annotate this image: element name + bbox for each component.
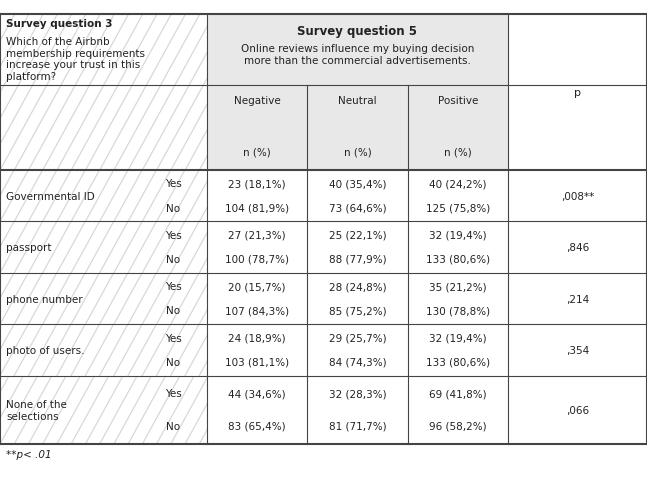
Text: n (%): n (%) (444, 147, 472, 157)
Text: 104 (81,9%): 104 (81,9%) (225, 203, 289, 213)
Text: Online reviews influence my buying decision
more than the commercial advertiseme: Online reviews influence my buying decis… (241, 44, 474, 66)
Text: 107 (84,3%): 107 (84,3%) (225, 305, 289, 316)
Text: 25 (22,1%): 25 (22,1%) (329, 230, 386, 241)
Text: Survey question 3: Survey question 3 (6, 19, 113, 28)
Text: phone number: phone number (6, 294, 83, 304)
Text: Which of the Airbnb
membership requirements
increase your trust in this
platform: Which of the Airbnb membership requireme… (6, 37, 146, 82)
Text: 133 (80,6%): 133 (80,6%) (426, 357, 490, 367)
Text: No: No (166, 421, 180, 430)
Text: 85 (75,2%): 85 (75,2%) (329, 305, 386, 316)
Text: n (%): n (%) (344, 147, 371, 157)
Bar (207, 15, 508, 85)
Bar (0, 325, 647, 376)
Text: Positive: Positive (437, 96, 478, 106)
Text: 100 (78,7%): 100 (78,7%) (225, 254, 289, 264)
Text: 44 (34,6%): 44 (34,6%) (228, 388, 286, 399)
Text: 28 (24,8%): 28 (24,8%) (329, 282, 386, 292)
Bar (0, 222, 647, 273)
Text: **p< .01: **p< .01 (6, 449, 52, 459)
Text: 32 (28,3%): 32 (28,3%) (329, 388, 386, 399)
Text: n (%): n (%) (243, 147, 271, 157)
Text: No: No (166, 254, 180, 264)
Text: p: p (574, 88, 581, 98)
Bar (0, 15, 207, 85)
Text: passport: passport (6, 243, 52, 253)
Text: Yes: Yes (165, 179, 181, 189)
Text: photo of users.: photo of users. (6, 345, 85, 355)
Text: Yes: Yes (165, 230, 181, 241)
Text: 32 (19,4%): 32 (19,4%) (429, 333, 487, 343)
Text: Neutral: Neutral (338, 96, 377, 106)
Text: 83 (65,4%): 83 (65,4%) (228, 421, 286, 430)
Text: 133 (80,6%): 133 (80,6%) (426, 254, 490, 264)
Bar (508, 85, 647, 171)
Text: Governmental ID: Governmental ID (6, 191, 95, 202)
Text: ,008**: ,008** (561, 191, 594, 202)
Text: Yes: Yes (165, 388, 181, 399)
Text: 24 (18,9%): 24 (18,9%) (228, 333, 286, 343)
Text: ,214: ,214 (566, 294, 589, 304)
Text: ,846: ,846 (566, 243, 589, 253)
Bar (508, 15, 647, 85)
Text: Negative: Negative (234, 96, 281, 106)
Text: 130 (78,8%): 130 (78,8%) (426, 305, 490, 316)
Text: 23 (18,1%): 23 (18,1%) (228, 179, 286, 189)
Text: 125 (75,8%): 125 (75,8%) (426, 203, 490, 213)
Text: 35 (21,2%): 35 (21,2%) (429, 282, 487, 292)
Bar (0, 273, 647, 325)
Text: 81 (71,7%): 81 (71,7%) (329, 421, 386, 430)
Bar (207, 85, 508, 171)
Text: Yes: Yes (165, 282, 181, 292)
Text: 73 (64,6%): 73 (64,6%) (329, 203, 386, 213)
Text: 88 (77,9%): 88 (77,9%) (329, 254, 386, 264)
Text: No: No (166, 357, 180, 367)
Bar (0, 376, 647, 444)
Text: 69 (41,8%): 69 (41,8%) (429, 388, 487, 399)
Bar (0, 85, 207, 171)
Text: ,354: ,354 (566, 345, 589, 355)
Text: None of the
selections: None of the selections (6, 399, 67, 421)
Text: 96 (58,2%): 96 (58,2%) (429, 421, 487, 430)
Text: 20 (15,7%): 20 (15,7%) (228, 282, 286, 292)
Text: 103 (81,1%): 103 (81,1%) (225, 357, 289, 367)
Text: 27 (21,3%): 27 (21,3%) (228, 230, 286, 241)
Text: 84 (74,3%): 84 (74,3%) (329, 357, 386, 367)
Text: 40 (35,4%): 40 (35,4%) (329, 179, 386, 189)
Text: Yes: Yes (165, 333, 181, 343)
Text: No: No (166, 305, 180, 316)
Text: 40 (24,2%): 40 (24,2%) (429, 179, 487, 189)
Text: Survey question 5: Survey question 5 (298, 25, 417, 39)
Text: ,066: ,066 (566, 405, 589, 415)
Text: 32 (19,4%): 32 (19,4%) (429, 230, 487, 241)
Bar (0, 171, 647, 222)
Text: No: No (166, 203, 180, 213)
Text: 29 (25,7%): 29 (25,7%) (329, 333, 386, 343)
